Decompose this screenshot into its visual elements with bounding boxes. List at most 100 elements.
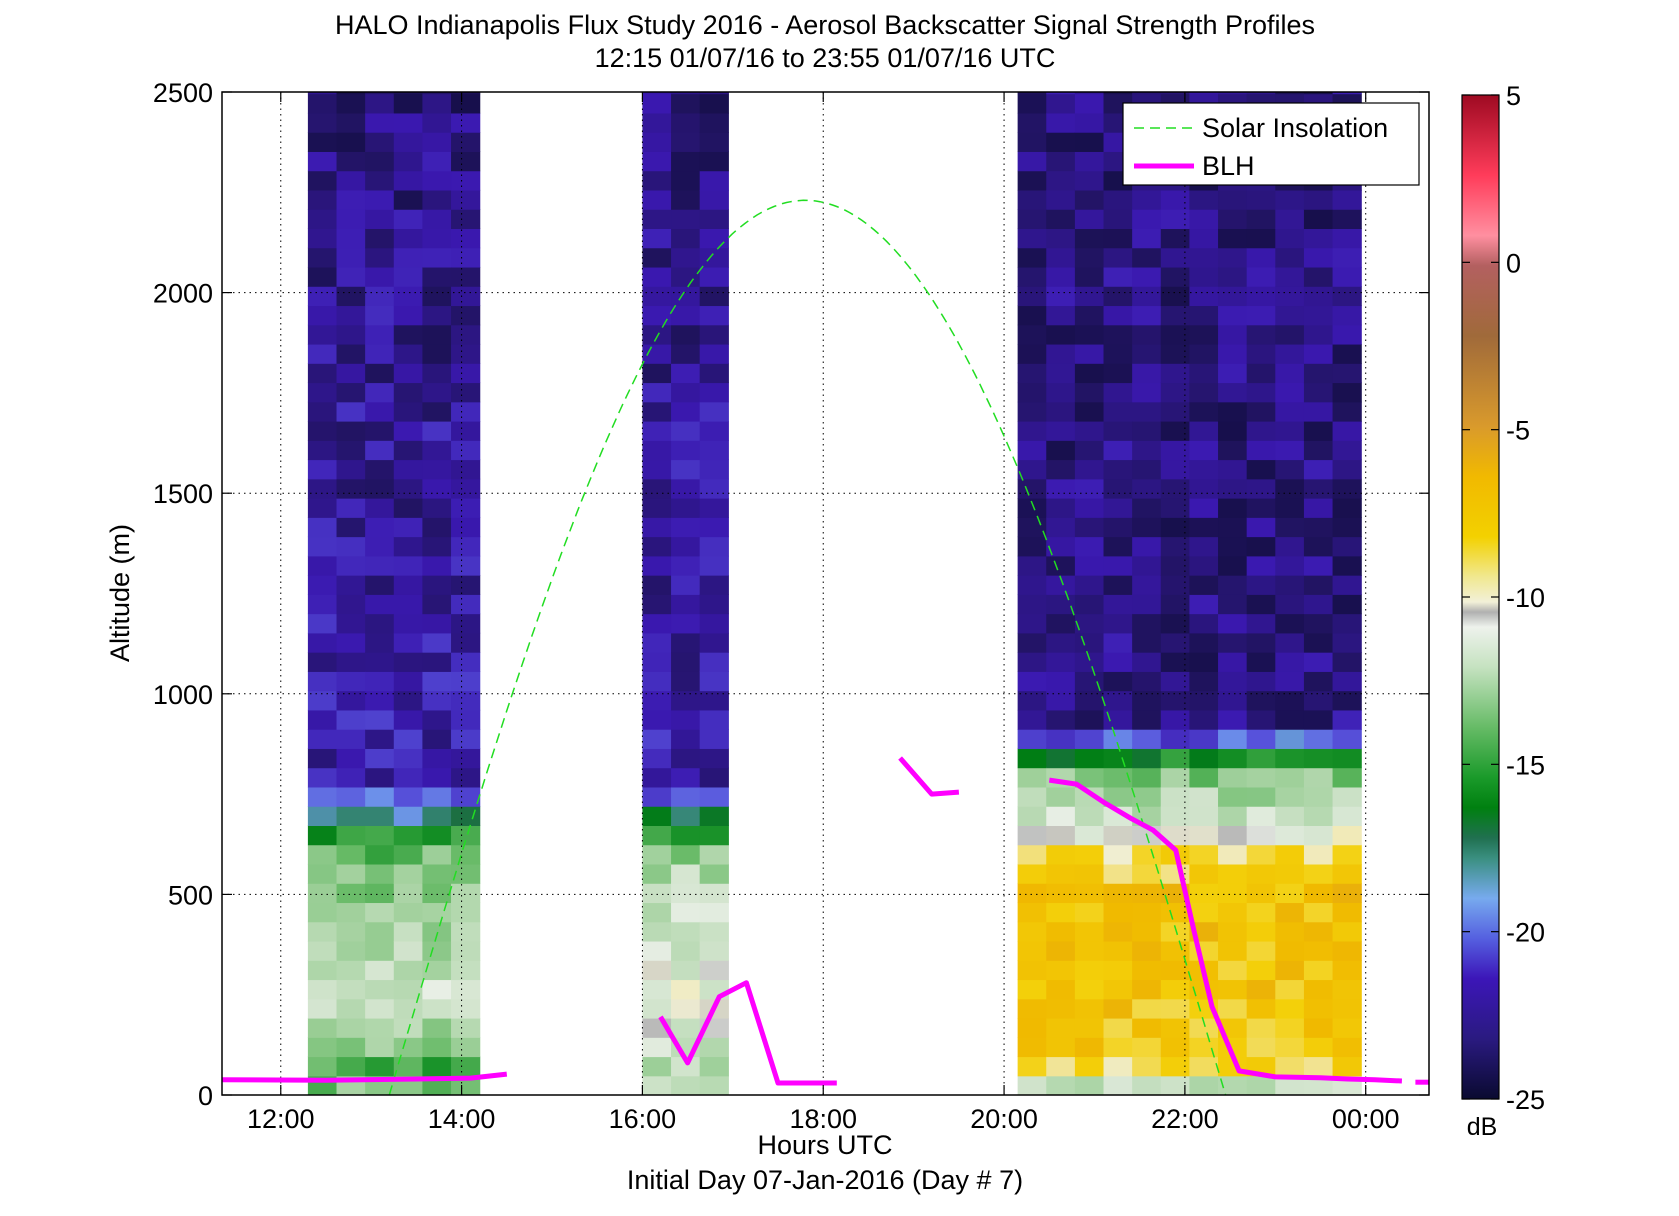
heatmap-cell <box>393 652 424 672</box>
heatmap-cell <box>365 806 395 826</box>
heatmap-cell <box>1275 555 1305 576</box>
heatmap-cell <box>1046 690 1076 711</box>
heatmap-cell <box>671 786 701 807</box>
heatmap-cell <box>1303 902 1334 923</box>
heatmap-cell <box>422 478 452 499</box>
colorbar-tick-label: -15 <box>1506 750 1545 780</box>
heatmap-cell <box>451 209 481 230</box>
heatmap-cell <box>307 613 338 634</box>
heatmap-cell <box>1074 613 1105 634</box>
heatmap-cell <box>1160 671 1191 692</box>
heatmap-cell <box>393 960 424 981</box>
heatmap-cell <box>1275 806 1305 826</box>
heatmap-cell <box>365 189 395 210</box>
heatmap-cell <box>1017 401 1047 422</box>
heatmap-cell <box>393 343 424 364</box>
heatmap-cell <box>1189 940 1219 961</box>
heatmap-cell <box>336 440 366 461</box>
heatmap-cell <box>365 228 395 249</box>
heatmap-cell <box>1017 478 1047 499</box>
heatmap-cell <box>1017 671 1047 692</box>
heatmap-cell <box>1132 440 1162 461</box>
series-blh-segment <box>222 1071 508 1083</box>
heatmap-cell <box>451 863 481 884</box>
heatmap-cell <box>1132 1075 1162 1095</box>
heatmap-cell <box>1046 343 1076 364</box>
heatmap-cell <box>1275 613 1305 634</box>
heatmap-cell <box>1074 228 1105 249</box>
heatmap-cell <box>1332 652 1362 672</box>
heatmap-cell <box>1103 459 1133 480</box>
heatmap-cell <box>1218 498 1248 518</box>
y-tick-label: 0 <box>198 1081 213 1111</box>
heatmap-cell <box>393 709 424 730</box>
heatmap-cell <box>393 921 424 942</box>
colorbar-tick-label: 0 <box>1506 248 1521 278</box>
heatmap-cell <box>1017 266 1047 287</box>
heatmap-cell <box>422 767 452 788</box>
heatmap-cell <box>671 767 701 788</box>
heatmap-cell <box>1046 459 1076 480</box>
heatmap-cell <box>699 652 729 672</box>
heatmap-cell <box>365 594 395 615</box>
heatmap-cell <box>1275 652 1305 672</box>
heatmap-cell <box>699 575 729 595</box>
heatmap-cell <box>365 940 395 961</box>
heatmap-cell <box>365 324 395 345</box>
heatmap-cell <box>1246 863 1276 884</box>
heatmap-cell <box>1017 902 1047 923</box>
heatmap-cell <box>1132 786 1162 807</box>
heatmap-cell <box>1160 1037 1191 1058</box>
heatmap-cell <box>642 1075 672 1095</box>
heatmap-cell <box>451 940 481 961</box>
heatmap-cell <box>1160 305 1191 326</box>
heatmap-cell <box>307 92 338 95</box>
heatmap-cell <box>1103 92 1133 95</box>
heatmap-cell <box>1103 786 1133 807</box>
heatmap-cell <box>1132 748 1162 769</box>
heatmap-cell <box>642 151 672 172</box>
heatmap-cell <box>1103 536 1133 557</box>
heatmap-cell <box>671 247 701 268</box>
heatmap-cell <box>393 863 424 884</box>
heatmap-cell <box>365 363 395 384</box>
y-tick-label: 2500 <box>153 78 213 108</box>
heatmap-cell <box>699 92 729 95</box>
heatmap-cell <box>1246 324 1276 345</box>
heatmap-cell <box>307 940 338 961</box>
heatmap-cell <box>1332 998 1362 1019</box>
heatmap-cell <box>671 863 701 884</box>
heatmap-cell <box>671 806 701 826</box>
heatmap-cell <box>1160 517 1191 538</box>
heatmap-cell <box>1046 478 1076 499</box>
heatmap-cell <box>451 825 481 846</box>
y-axis-label: Altitude (m) <box>105 524 135 662</box>
heatmap-cell <box>671 575 701 595</box>
heatmap-cell <box>336 324 366 345</box>
heatmap-cell <box>699 363 729 384</box>
heatmap-cell <box>1189 594 1219 615</box>
heatmap-cell <box>642 998 672 1019</box>
heatmap-cell <box>1046 536 1076 557</box>
heatmap-cell <box>393 112 424 133</box>
heatmap-cell <box>671 594 701 615</box>
heatmap-cell <box>1017 921 1047 942</box>
y-tick-label: 1500 <box>153 479 213 509</box>
heatmap-cell <box>336 844 366 865</box>
heatmap-cell <box>1103 440 1133 461</box>
heatmap-cell <box>365 690 395 711</box>
heatmap-cell <box>1103 902 1133 923</box>
heatmap-cell <box>699 478 729 499</box>
heatmap-cell <box>1303 863 1334 884</box>
heatmap-cell <box>671 1075 701 1095</box>
heatmap-cell <box>1332 613 1362 634</box>
heatmap-cell <box>1275 786 1305 807</box>
heatmap-cell <box>1303 420 1334 441</box>
heatmap-cell <box>1132 844 1162 865</box>
heatmap-cell <box>393 189 424 210</box>
heatmap-cell <box>307 883 338 904</box>
heatmap-cell <box>1074 652 1105 672</box>
heatmap-cell <box>1275 536 1305 557</box>
heatmap-cell <box>451 555 481 576</box>
heatmap-cell <box>1074 440 1105 461</box>
